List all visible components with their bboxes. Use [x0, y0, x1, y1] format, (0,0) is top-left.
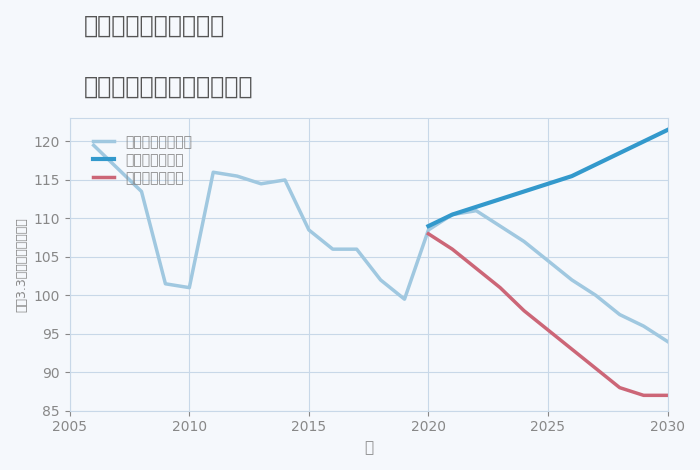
グッドシナリオ — [568, 173, 576, 179]
ノーマルシナリオ — [472, 208, 480, 213]
グッドシナリオ — [448, 212, 456, 218]
ノーマルシナリオ — [377, 277, 385, 283]
バッドシナリオ — [568, 346, 576, 352]
ノーマルシナリオ — [257, 181, 265, 187]
ノーマルシナリオ — [664, 339, 672, 345]
Text: 愛知県津島市牧野町の: 愛知県津島市牧野町の — [84, 14, 225, 38]
ノーマルシナリオ — [520, 239, 528, 244]
バッドシナリオ — [472, 266, 480, 271]
ノーマルシナリオ — [304, 227, 313, 233]
ノーマルシナリオ — [233, 173, 242, 179]
Y-axis label: 坪（3.3㎡）単価（万円）: 坪（3.3㎡）単価（万円） — [15, 217, 28, 312]
ノーマルシナリオ — [400, 297, 409, 302]
ノーマルシナリオ — [639, 323, 648, 329]
ノーマルシナリオ — [568, 277, 576, 283]
グッドシナリオ — [615, 150, 624, 156]
ノーマルシナリオ — [209, 169, 218, 175]
バッドシナリオ — [424, 231, 433, 236]
バッドシナリオ — [664, 392, 672, 398]
バッドシナリオ — [544, 327, 552, 333]
Line: バッドシナリオ: バッドシナリオ — [428, 234, 668, 395]
グッドシナリオ — [520, 188, 528, 194]
ノーマルシナリオ — [90, 142, 98, 148]
ノーマルシナリオ — [544, 258, 552, 264]
バッドシナリオ — [592, 366, 600, 371]
ノーマルシナリオ — [185, 285, 193, 290]
グッドシナリオ — [544, 181, 552, 187]
バッドシナリオ — [615, 385, 624, 391]
Legend: ノーマルシナリオ, グッドシナリオ, バッドシナリオ: ノーマルシナリオ, グッドシナリオ, バッドシナリオ — [89, 131, 196, 190]
バッドシナリオ — [639, 392, 648, 398]
ノーマルシナリオ — [328, 246, 337, 252]
グッドシナリオ — [664, 127, 672, 133]
Line: ノーマルシナリオ: ノーマルシナリオ — [94, 145, 668, 342]
グッドシナリオ — [472, 204, 480, 210]
Text: 中古マンションの価格推移: 中古マンションの価格推移 — [84, 75, 253, 99]
ノーマルシナリオ — [424, 227, 433, 233]
バッドシナリオ — [496, 285, 504, 290]
グッドシナリオ — [639, 139, 648, 144]
ノーマルシナリオ — [592, 292, 600, 298]
ノーマルシナリオ — [281, 177, 289, 183]
X-axis label: 年: 年 — [364, 440, 373, 455]
ノーマルシナリオ — [615, 312, 624, 317]
ノーマルシナリオ — [161, 281, 169, 287]
ノーマルシナリオ — [113, 165, 122, 171]
ノーマルシナリオ — [353, 246, 361, 252]
ノーマルシナリオ — [496, 223, 504, 229]
バッドシナリオ — [520, 308, 528, 313]
バッドシナリオ — [448, 246, 456, 252]
グッドシナリオ — [424, 223, 433, 229]
グッドシナリオ — [496, 196, 504, 202]
Line: グッドシナリオ: グッドシナリオ — [428, 130, 668, 226]
ノーマルシナリオ — [448, 212, 456, 218]
ノーマルシナリオ — [137, 188, 146, 194]
グッドシナリオ — [592, 162, 600, 167]
